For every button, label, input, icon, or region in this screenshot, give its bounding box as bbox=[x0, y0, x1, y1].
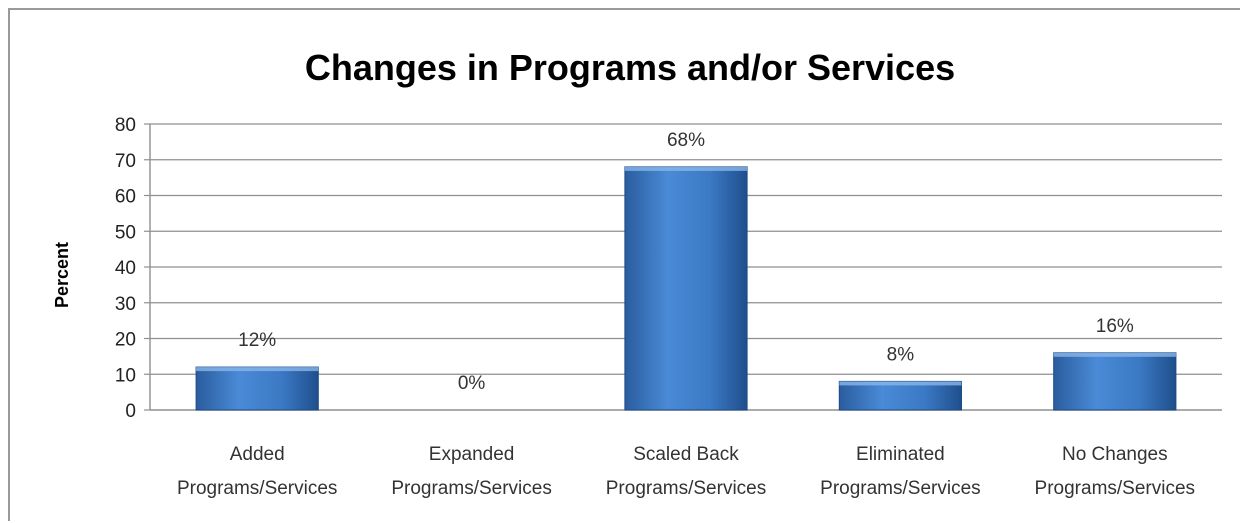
bar bbox=[195, 366, 319, 411]
y-tick-label: 30 bbox=[115, 294, 136, 315]
x-tick-label: Programs/Services bbox=[820, 478, 981, 499]
x-tick-label: Programs/Services bbox=[1035, 478, 1196, 499]
y-tick-label: 80 bbox=[115, 115, 136, 136]
data-labels: 12% 0% 68% 8% 16% bbox=[238, 130, 1134, 394]
y-axis-label: Percent bbox=[52, 242, 72, 308]
y-tick-label: 0 bbox=[125, 401, 136, 422]
x-tick-label: No Changes bbox=[1062, 444, 1168, 465]
data-label: 16% bbox=[1096, 316, 1134, 337]
y-tick-label: 60 bbox=[115, 187, 136, 208]
bar-highlight bbox=[839, 381, 962, 386]
data-label: 68% bbox=[667, 130, 705, 151]
data-label: 8% bbox=[887, 344, 915, 365]
chart-title: Changes in Programs and/or Services bbox=[305, 47, 955, 88]
x-tick-label: Added bbox=[230, 444, 285, 465]
data-label: 0% bbox=[458, 373, 486, 394]
y-tick-label: 40 bbox=[115, 258, 136, 279]
bar-highlight bbox=[624, 166, 748, 171]
x-tick-label: Programs/Services bbox=[606, 478, 767, 499]
bar bbox=[1053, 352, 1177, 411]
bar bbox=[838, 380, 963, 411]
data-label: 12% bbox=[238, 330, 276, 351]
bar-chart: Changes in Programs and/or Services Perc… bbox=[52, 47, 1222, 499]
x-tick-label: Eliminated bbox=[856, 444, 945, 465]
bars bbox=[195, 166, 1177, 411]
category-labels: Added Programs/Services Expanded Programs/S… bbox=[177, 444, 1195, 499]
x-tick-label: Programs/Services bbox=[391, 478, 552, 499]
bar-highlight bbox=[196, 367, 319, 372]
bar bbox=[624, 166, 748, 411]
y-tick-label: 70 bbox=[115, 151, 136, 172]
x-tick-label: Scaled Back bbox=[633, 444, 739, 465]
y-tick-label: 10 bbox=[115, 365, 136, 386]
bar-highlight bbox=[1053, 352, 1176, 357]
x-tick-label: Expanded bbox=[429, 444, 515, 465]
y-tick-labels: 0 10 20 30 40 50 60 70 80 bbox=[115, 115, 136, 422]
x-tick-label: Programs/Services bbox=[177, 478, 338, 499]
chart-frame: Changes in Programs and/or Services Perc… bbox=[8, 8, 1240, 521]
y-tick-label: 50 bbox=[115, 222, 136, 243]
y-tick-label: 20 bbox=[115, 330, 136, 351]
